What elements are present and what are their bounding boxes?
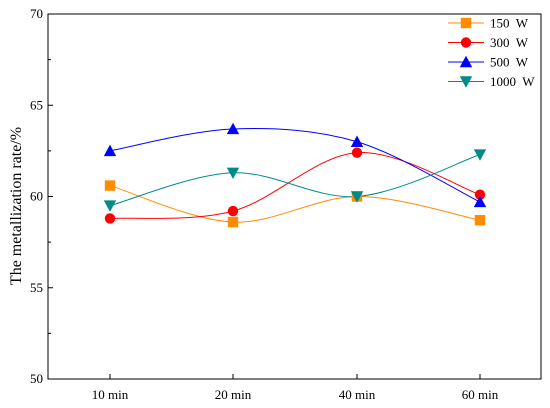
data-point	[350, 191, 364, 203]
legend-marker	[460, 17, 472, 29]
y-tick-label: 70	[30, 6, 43, 21]
legend-label: 300 W	[490, 35, 529, 50]
series-line	[109, 152, 481, 219]
data-point	[226, 122, 240, 135]
data-point	[104, 180, 116, 191]
y-tick-label: 65	[30, 97, 43, 112]
data-point	[104, 213, 116, 224]
x-tick-label: 40 min	[339, 387, 376, 402]
legend-marker	[459, 55, 473, 68]
legend-label: 150 W	[490, 16, 529, 31]
data-point	[351, 147, 363, 158]
data-point	[226, 167, 240, 179]
data-point	[350, 135, 364, 147]
x-tick-label: 60 min	[462, 387, 499, 402]
y-tick-label: 50	[30, 371, 43, 386]
legend-label: 1000 W	[490, 74, 535, 89]
series-line	[109, 128, 481, 203]
data-point	[473, 195, 487, 208]
axis-ticks: 50 55 60 65 70 10 min 20 min 40 min 60 min	[30, 6, 499, 402]
plot-frame	[47, 13, 542, 380]
legend-label: 500 W	[490, 55, 529, 70]
y-tick-label: 60	[30, 189, 43, 204]
data-point	[103, 200, 117, 212]
x-tick-label: 20 min	[215, 387, 252, 402]
series-line	[109, 185, 481, 223]
data-point	[227, 205, 239, 217]
legend-marker	[460, 37, 472, 48]
series-line	[109, 154, 481, 207]
y-axis-label: The metallization rate/%	[8, 127, 25, 285]
legend: 150 W 300 W 500 W 1000 W	[448, 16, 535, 89]
data-point	[474, 215, 486, 226]
x-tick-label: 10 min	[92, 387, 129, 402]
data-point	[473, 149, 487, 161]
series-markers	[103, 122, 487, 228]
data-point	[474, 189, 486, 200]
data-point	[103, 144, 117, 157]
legend-marker	[459, 76, 473, 88]
series-lines	[109, 128, 481, 223]
data-point	[227, 216, 239, 228]
y-tick-label: 55	[30, 280, 43, 295]
